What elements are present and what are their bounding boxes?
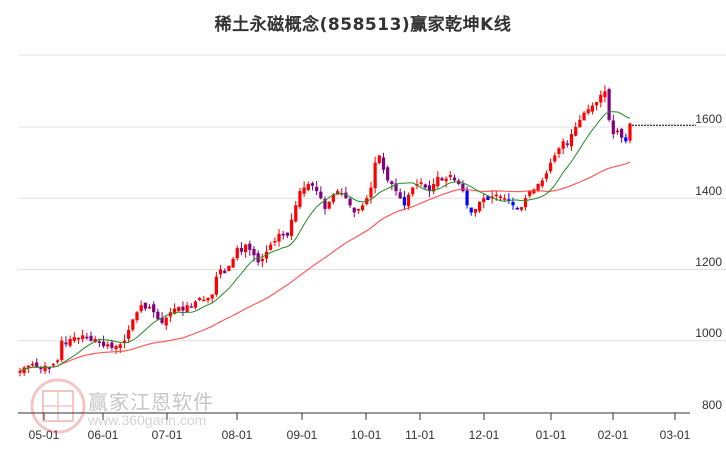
y-label-1400: 1400 [695,184,722,198]
x-label-10-01: 10-01 [350,428,382,442]
watermark-url: www.360gann.com [88,412,207,428]
x-label-09-01: 09-01 [286,428,318,442]
x-label-06-01: 06-01 [87,428,119,442]
y-label-800: 800 [701,398,722,412]
x-label-05-01: 05-01 [28,428,60,442]
x-label-03-01: 03-01 [659,428,691,442]
x-label-11-01: 11-01 [405,428,435,442]
x-label-02-01: 02-01 [597,428,629,442]
y-label-1600: 1600 [695,112,722,126]
y-label-1000: 1000 [695,326,722,340]
x-label-07-01: 07-01 [151,428,183,442]
x-label-01-01: 01-01 [535,428,567,442]
watermark-text: 赢家江恩软件 [88,390,214,414]
x-label-08-01: 08-01 [221,428,253,442]
chart-title: 稀土永磁概念(858513)赢家乾坤K线 [214,15,512,35]
y-label-1200: 1200 [695,255,722,269]
x-label-12-01: 12-01 [468,428,500,442]
watermark-seal-icon [30,378,86,434]
